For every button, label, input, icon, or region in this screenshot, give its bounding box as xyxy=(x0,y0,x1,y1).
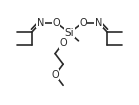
Text: O: O xyxy=(59,38,67,48)
Text: O: O xyxy=(79,18,87,28)
Text: Si: Si xyxy=(65,28,74,38)
Text: O: O xyxy=(52,18,60,28)
Text: N: N xyxy=(37,18,44,28)
Text: O: O xyxy=(51,70,59,80)
Text: N: N xyxy=(95,18,102,28)
